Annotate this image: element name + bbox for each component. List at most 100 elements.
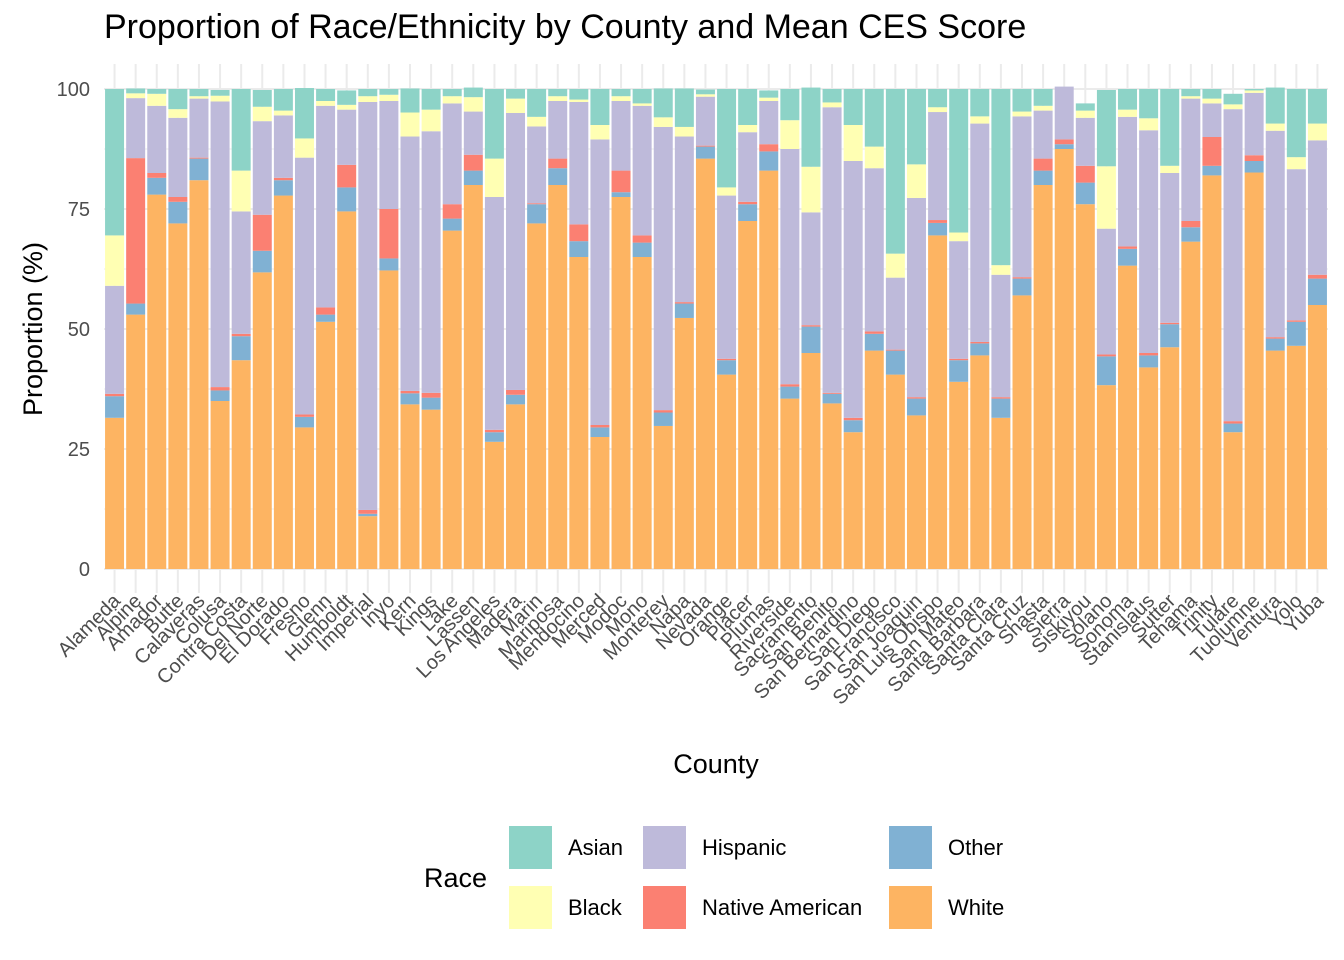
- bar-segment-imperial-asian: [358, 89, 378, 97]
- bar-segment-lassen-white: [463, 185, 483, 569]
- bar-segment-siskiyou-black: [1075, 110, 1095, 118]
- bar-segment-colusa-asian: [210, 89, 230, 96]
- bar-segment-placer-asian: [738, 89, 758, 125]
- bar-segment-san-luis-obispo-other: [928, 222, 948, 236]
- bar-segment-monterey-black: [653, 117, 673, 127]
- bar-segment-los-angeles-asian: [484, 89, 504, 159]
- bar-segment-napa-white: [674, 317, 694, 569]
- bar-segment-fresno-other: [294, 416, 314, 428]
- bar-segment-kings-asian: [421, 89, 441, 110]
- bar-segment-shasta-hispanic: [1033, 110, 1053, 159]
- bar-segment-colusa-black: [210, 95, 230, 102]
- bar-segment-solano-black: [1096, 166, 1116, 229]
- bar-segment-yuba-black: [1307, 123, 1327, 141]
- bar-segment-yolo-white: [1286, 345, 1306, 569]
- bar-segment-humboldt-other: [337, 187, 357, 212]
- bar-segment-san-luis-obispo-native-american: [928, 220, 948, 223]
- bar-segment-mono-asian: [632, 89, 652, 104]
- bar-segment-stanislaus-black: [1139, 118, 1159, 131]
- bar-segment-el-dorado-native-american: [273, 177, 293, 181]
- bar-segment-nevada-native-american: [695, 145, 715, 147]
- bar-segment-lassen-black: [463, 97, 483, 112]
- bar-segment-yolo-asian: [1286, 89, 1306, 158]
- bar-segment-imperial-white: [358, 516, 378, 569]
- bar-segment-san-bernardino-white: [843, 432, 863, 569]
- bar-segment-el-dorado-asian: [273, 89, 293, 111]
- bar-segment-alameda-hispanic: [105, 285, 125, 394]
- bar-segment-butte-hispanic: [168, 117, 188, 197]
- bar-segment-santa-clara-other: [991, 398, 1011, 418]
- bar-segment-san-francisco-asian: [885, 89, 905, 254]
- bar-segment-del-norte-asian: [252, 89, 272, 107]
- bar-segment-sonoma-other: [1118, 248, 1138, 266]
- bar-segment-amador-white: [147, 194, 167, 569]
- bar-segment-madera-hispanic: [506, 113, 526, 390]
- bar-segment-glenn-native-american: [316, 307, 336, 315]
- bar-segment-santa-clara-white: [991, 417, 1011, 569]
- bar-segment-yolo-other: [1286, 321, 1306, 346]
- bar-segment-lake-native-american: [442, 204, 462, 219]
- y-tick-label: 50: [68, 319, 90, 341]
- legend-key-native-american: [643, 886, 686, 929]
- bar-segment-mono-native-american: [632, 235, 652, 243]
- bar-segment-marin-black: [527, 116, 547, 127]
- bar-segment-modoc-asian: [611, 89, 631, 97]
- bar-segment-napa-black: [674, 126, 694, 137]
- bar-segment-inyo-hispanic: [379, 101, 399, 209]
- bar-segment-fresno-hispanic: [294, 157, 314, 415]
- bar-segment-shasta-other: [1033, 170, 1053, 185]
- legend-label-other: Other: [948, 835, 1003, 860]
- bar-segment-mendocino-asian: [569, 89, 589, 100]
- bar-segment-santa-cruz-asian: [1012, 89, 1032, 112]
- bar-segment-yolo-black: [1286, 157, 1306, 170]
- bar-segment-glenn-hispanic: [316, 105, 336, 308]
- bar-segment-sierra-white: [1054, 149, 1074, 569]
- bar-segment-plumas-native-american: [759, 144, 779, 152]
- bar-segment-mono-white: [632, 257, 652, 569]
- bar-segment-tulare-other: [1223, 423, 1243, 433]
- bar-segment-sacramento-other: [801, 326, 821, 353]
- bar-segment-tulare-black: [1223, 104, 1243, 110]
- bar-segment-nevada-black: [695, 94, 715, 97]
- bar-segment-placer-native-american: [738, 201, 758, 205]
- bar-segment-yuba-white: [1307, 305, 1327, 569]
- bar-segment-butte-black: [168, 109, 188, 118]
- bar-segment-riverside-native-american: [780, 384, 800, 387]
- bar-segment-santa-clara-native-american: [991, 397, 1011, 399]
- bar-segment-sonoma-native-american: [1118, 246, 1138, 249]
- bar-segment-orange-asian: [717, 89, 737, 188]
- bar-segment-orange-native-american: [717, 358, 737, 361]
- bar-segment-santa-cruz-hispanic: [1012, 116, 1032, 278]
- bar-segment-imperial-black: [358, 96, 378, 102]
- bar-segment-san-diego-asian: [864, 89, 884, 147]
- bar-segment-tehama-asian: [1181, 89, 1201, 97]
- bar-segment-monterey-other: [653, 412, 673, 426]
- bar-segment-plumas-white: [759, 170, 779, 569]
- y-axis-ticks: 0 25 50 75 100: [57, 79, 90, 581]
- bar-segment-plumas-other: [759, 151, 779, 171]
- bar-segment-san-francisco-native-american: [885, 349, 905, 351]
- bar-segment-ventura-other: [1265, 338, 1285, 351]
- bar-segment-san-benito-asian: [822, 89, 842, 103]
- bar-segment-sutter-other: [1160, 324, 1180, 348]
- bar-segment-tuolumne-native-american: [1244, 155, 1264, 161]
- legend-title: Race: [424, 863, 487, 893]
- bar-segment-san-joaquin-other: [906, 398, 926, 416]
- bar-segment-plumas-asian: [759, 90, 779, 98]
- bar-segment-tuolumne-other: [1244, 161, 1264, 173]
- bar-segment-san-joaquin-native-american: [906, 397, 926, 399]
- bar-segment-contra-costa-native-american: [231, 333, 251, 337]
- bar-segment-alameda-black: [105, 235, 125, 286]
- bar-segment-butte-other: [168, 201, 188, 224]
- bar-segment-fresno-black: [294, 138, 314, 158]
- bar-segment-alpine-other: [126, 303, 146, 315]
- bar-segment-el-dorado-hispanic: [273, 115, 293, 178]
- bar-segment-shasta-asian: [1033, 89, 1053, 106]
- bar-segment-lake-white: [442, 230, 462, 569]
- bar-segment-monterey-hispanic: [653, 126, 673, 411]
- bar-segment-nevada-asian: [695, 89, 715, 95]
- bar-segment-inyo-white: [379, 270, 399, 569]
- bar-segment-santa-barbara-white: [970, 355, 990, 569]
- bar-segment-butte-white: [168, 223, 188, 569]
- bar-segment-ventura-hispanic: [1265, 130, 1285, 338]
